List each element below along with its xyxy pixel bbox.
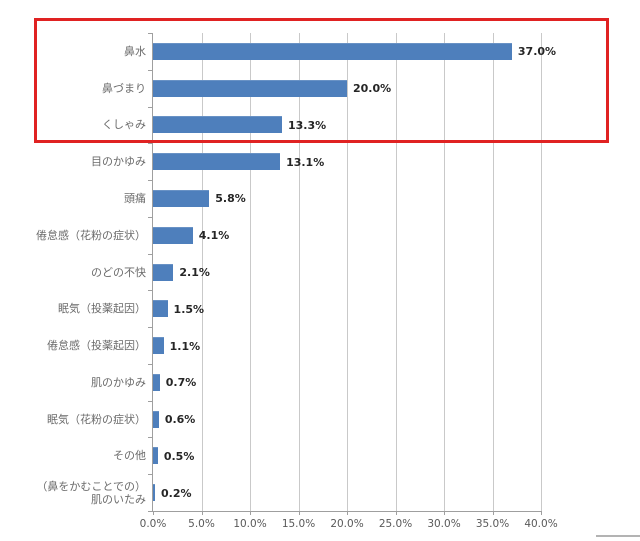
x-tick-label: 5.0% [188, 518, 215, 530]
category-label: 鼻づまり [102, 81, 146, 95]
category-label: のどの不快 [91, 265, 146, 279]
y-tick-mark [148, 253, 152, 255]
y-axis-line [152, 33, 153, 511]
value-label: 1.1% [169, 339, 201, 353]
bar [153, 116, 282, 134]
y-tick-mark [148, 143, 152, 145]
bar [153, 447, 158, 465]
gridline [444, 33, 445, 511]
y-tick-mark [148, 216, 152, 218]
bar [153, 263, 174, 281]
y-tick-mark [148, 33, 152, 34]
x-tick-mark [250, 511, 251, 515]
bar [153, 42, 512, 60]
category-label: その他 [113, 449, 146, 463]
category-label: 眠気（投薬起因） [58, 302, 146, 316]
x-tick-label: 15.0% [281, 518, 316, 530]
bar [153, 300, 168, 318]
y-tick-mark [148, 437, 152, 439]
bar [153, 373, 160, 391]
value-label: 5.8% [215, 192, 246, 206]
category-label: 目のかゆみ [91, 155, 146, 169]
x-tick-label: 35.0% [475, 518, 510, 530]
value-label: 0.2% [161, 486, 192, 500]
x-tick-mark [153, 511, 154, 515]
y-tick-mark [148, 511, 152, 512]
value-label: 13.1% [286, 155, 325, 169]
y-tick-mark [148, 363, 152, 365]
x-tick-mark [395, 511, 397, 515]
bar [153, 337, 164, 355]
bar [153, 484, 155, 502]
gridline [250, 33, 251, 511]
x-tick-label: 10.0% [233, 518, 267, 530]
x-tick-label: 40.0% [524, 518, 558, 530]
bar [153, 189, 210, 207]
gridline [492, 33, 494, 511]
category-label: 倦怠感（投薬起因） [47, 339, 146, 353]
y-tick-mark [148, 106, 152, 108]
value-label: 37.0% [517, 45, 557, 59]
bar [153, 410, 159, 428]
x-tick-mark [298, 511, 300, 515]
category-label: 鼻水 [124, 44, 146, 58]
value-label: 1.5% [173, 302, 205, 316]
gridline [298, 33, 300, 511]
x-tick-label: 0.0% [139, 518, 167, 530]
category-label: くしゃみ [102, 118, 146, 132]
y-tick-mark [148, 290, 152, 292]
x-tick-mark [541, 511, 542, 515]
x-tick-label: 25.0% [378, 518, 413, 530]
value-label: 0.6% [164, 413, 196, 427]
value-label: 13.3% [288, 118, 327, 132]
category-label: 倦怠感（花粉の症状） [36, 228, 146, 242]
y-tick-mark [148, 69, 152, 71]
category-label: 肌のかゆみ [91, 375, 146, 389]
value-label: 2.1% [179, 266, 210, 279]
bar [153, 79, 347, 97]
y-tick-mark [148, 400, 152, 402]
x-tick-mark [444, 511, 445, 515]
value-label: 0.5% [163, 449, 195, 463]
x-tick-mark [492, 511, 494, 515]
x-axis-line [148, 511, 541, 512]
category-label: 頭痛 [124, 191, 146, 205]
gridline [541, 33, 542, 511]
x-tick-mark [201, 511, 203, 515]
bar [153, 153, 281, 171]
value-label: 0.7% [165, 376, 197, 390]
y-tick-mark [148, 327, 152, 329]
gridline [201, 33, 203, 511]
value-label: 4.1% [198, 229, 230, 243]
x-tick-label: 30.0% [427, 518, 461, 530]
category-label: （鼻をかむことでの） 肌のいたみ [36, 479, 146, 506]
y-tick-mark [148, 474, 152, 476]
x-tick-label: 20.0% [330, 518, 364, 530]
category-label: 眠気（花粉の症状） [47, 412, 146, 426]
value-label: 20.0% [353, 82, 392, 96]
gridline [347, 33, 348, 511]
gridline [395, 33, 397, 511]
x-tick-mark [347, 511, 348, 515]
bar [153, 226, 193, 244]
y-tick-mark [148, 180, 152, 182]
artifact-line [596, 535, 640, 537]
